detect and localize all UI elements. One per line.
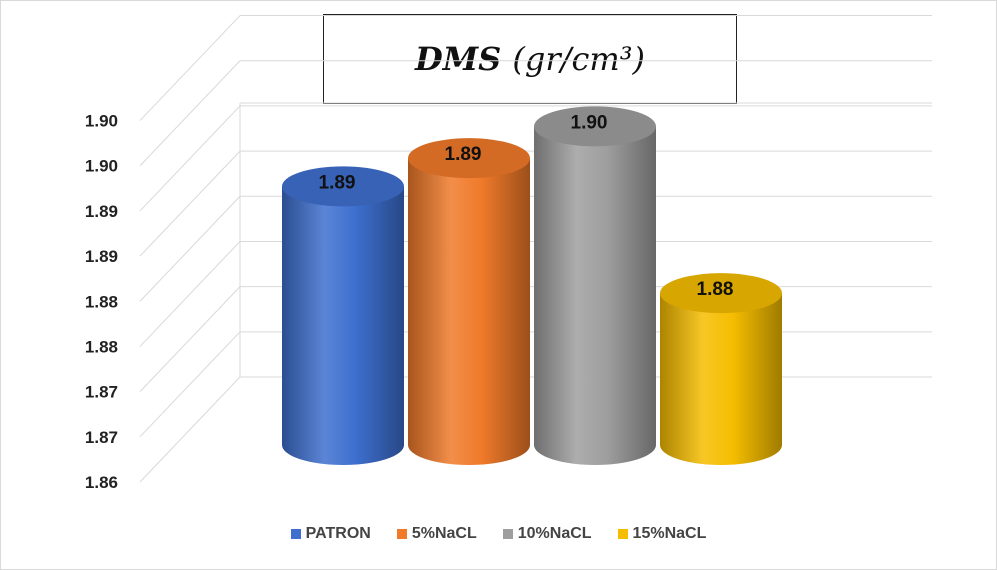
bar-top <box>660 273 782 314</box>
y-tick-label: 1.87 <box>85 383 118 402</box>
data-labels: 1.89 1.89 1.90 1.88 <box>319 112 734 300</box>
bar-body <box>534 126 656 465</box>
bar-body <box>282 186 404 466</box>
legend-label: PATRON <box>305 525 371 542</box>
legend-swatch <box>617 529 628 539</box>
gridline-depth <box>139 286 241 392</box>
legend-item: 5%NaCL <box>396 525 477 543</box>
bar-10%NaCL <box>534 106 656 465</box>
legend: PATRON 5%NaCL 10%NaCL 15%NaCL <box>0 525 997 543</box>
bar-15%NaCL <box>660 273 782 465</box>
data-label: 1.88 <box>697 279 734 300</box>
bar-top <box>282 166 404 207</box>
gridline-depth <box>139 105 241 212</box>
y-tick-label: 1.87 <box>85 428 118 447</box>
chart-title-box: DMS (gr/cm³) <box>323 14 737 104</box>
gridline-depth <box>139 376 241 483</box>
gridline-depth <box>139 195 241 302</box>
legend-label: 15%NaCL <box>632 525 707 542</box>
gridline-depth <box>139 241 241 347</box>
bar-top <box>408 138 530 179</box>
y-tick-label: 1.90 <box>85 157 118 176</box>
gridline-depth <box>139 331 241 438</box>
chart-title: DMS (gr/cm³) <box>414 40 646 78</box>
data-label: 1.89 <box>445 144 482 165</box>
data-label: 1.90 <box>571 112 608 133</box>
gridline-depth <box>139 15 241 121</box>
legend-label: 5%NaCL <box>411 525 477 542</box>
legend-item: PATRON <box>290 525 371 543</box>
gridline-depth <box>139 150 241 257</box>
legend-item: 10%NaCL <box>502 525 592 543</box>
data-label: 1.89 <box>319 172 356 193</box>
gridline-depth <box>139 60 241 167</box>
y-axis-ticks: 1.86 1.87 1.87 1.88 1.88 1.89 1.89 1.90 1.90 <box>85 112 118 492</box>
bar-PATRON <box>282 166 404 466</box>
y-tick-label: 1.88 <box>85 337 118 356</box>
bar-top <box>534 106 656 147</box>
y-tick-label: 1.89 <box>85 202 118 221</box>
y-tick-label: 1.86 <box>85 473 118 492</box>
legend-swatch <box>290 529 301 539</box>
y-tick-label: 1.88 <box>85 292 118 311</box>
bar-body <box>408 158 530 466</box>
legend-label: 10%NaCL <box>517 525 592 542</box>
legend-swatch <box>502 529 513 539</box>
y-tick-label: 1.89 <box>85 247 118 266</box>
bars <box>282 106 782 466</box>
bar-5%NaCL <box>408 138 530 466</box>
y-tick-label: 1.90 <box>85 112 118 131</box>
legend-swatch <box>396 529 407 539</box>
bar-body <box>660 293 782 465</box>
legend-item: 15%NaCL <box>617 525 707 543</box>
